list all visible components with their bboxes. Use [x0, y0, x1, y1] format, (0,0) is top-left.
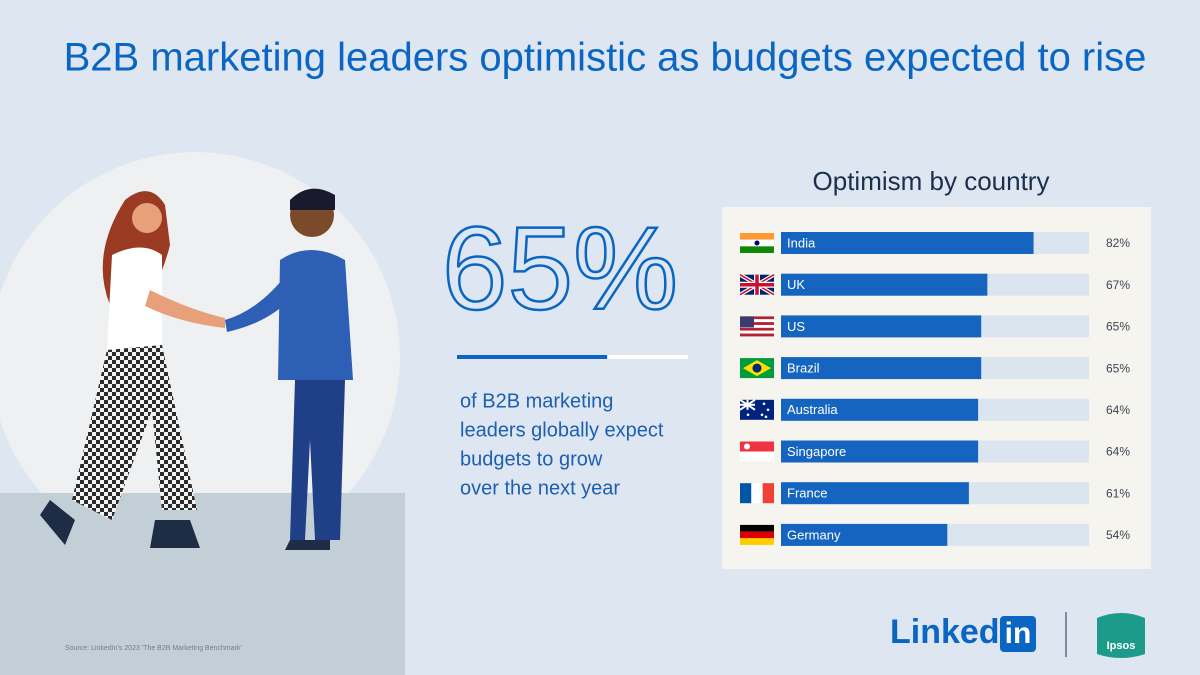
bar [781, 315, 982, 338]
flag-part [740, 246, 774, 254]
flag [740, 441, 774, 462]
flag-part [762, 402, 766, 406]
flag-part [762, 483, 774, 504]
illustration [0, 152, 405, 675]
bar [781, 232, 1034, 254]
category-label: Singapore [787, 444, 846, 459]
bar [781, 398, 979, 421]
flag-part [740, 538, 774, 545]
category-label: Germany [787, 527, 841, 542]
flag-part [740, 319, 774, 323]
flag-part [740, 483, 752, 504]
headline: B2B marketing leaders optimistic as budg… [64, 36, 1147, 80]
flag-part [766, 408, 770, 412]
linkedin-box [1000, 616, 1036, 652]
flag-part [744, 443, 750, 450]
flag-part [740, 274, 774, 295]
bar [781, 273, 988, 296]
flag-part [752, 363, 762, 373]
bar [781, 440, 979, 463]
flag [739, 398, 774, 420]
flag [740, 233, 774, 254]
value-label: 61% [1106, 486, 1130, 500]
flag [738, 272, 776, 297]
flag-part [740, 233, 774, 240]
caption-line: budgets to grow [460, 448, 603, 470]
value-label: 65% [1106, 361, 1130, 375]
value-label: 82% [1106, 236, 1130, 250]
chart-title: Optimism by country [813, 166, 1050, 196]
flag-part [740, 327, 774, 331]
flag [740, 316, 774, 337]
value-label: 54% [1106, 528, 1130, 542]
flag-part [740, 531, 774, 539]
flag-part [740, 316, 754, 328]
source: Source: LinkedIn's 2023 'The B2B Marketi… [65, 645, 242, 652]
flag-part [740, 451, 774, 462]
ipsos-text: Ipsos [1107, 640, 1136, 652]
linkedin-wordmark: Linked [890, 613, 1000, 651]
flag-part [751, 483, 763, 504]
bar [781, 357, 982, 380]
flag-part [740, 524, 774, 532]
flag-part [754, 240, 760, 246]
category-label: UK [787, 277, 805, 292]
flag-part [740, 324, 774, 328]
category-label: US [787, 319, 805, 334]
linkedin-in: in [1005, 617, 1032, 650]
flag [740, 524, 774, 545]
bar [781, 523, 948, 546]
bar [781, 482, 969, 505]
caption-line: of B2B marketing [460, 390, 613, 412]
category-label: France [787, 486, 827, 501]
ipsos-box [1097, 613, 1145, 658]
value-label: 67% [1106, 278, 1130, 292]
flag-part [740, 441, 774, 452]
value-label: 64% [1106, 445, 1130, 459]
caption: of B2B marketing leaders globally expect b… [460, 390, 664, 499]
flag-part [764, 415, 768, 419]
flag-part [740, 316, 774, 320]
flag-part [760, 413, 764, 417]
chart-panel [722, 207, 1151, 569]
stat-value: 65% [442, 203, 678, 335]
category-label: Brazil [787, 361, 820, 376]
value-label: 64% [1106, 403, 1130, 417]
flag-part [740, 322, 774, 325]
flag-part [740, 330, 774, 334]
value-label: 65% [1106, 320, 1130, 334]
flag-part [739, 398, 756, 411]
flag [740, 483, 774, 504]
category-label: Australia [787, 402, 838, 417]
flag-part [740, 333, 774, 337]
flag [740, 358, 774, 379]
caption-line: over the next year [460, 477, 620, 499]
flag-part [746, 413, 750, 417]
category-label: India [787, 235, 816, 250]
caption-line: leaders globally expect [460, 419, 664, 441]
